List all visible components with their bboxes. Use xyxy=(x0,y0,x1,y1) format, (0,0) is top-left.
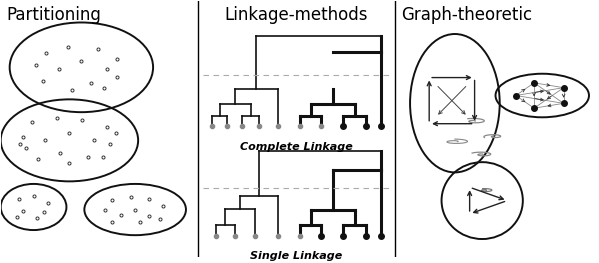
Text: Single Linkage: Single Linkage xyxy=(250,251,343,261)
Text: Graph-theoretic: Graph-theoretic xyxy=(401,6,533,24)
Text: Complete Linkage: Complete Linkage xyxy=(240,142,353,152)
Text: Linkage-methods: Linkage-methods xyxy=(225,6,368,24)
Text: Partitioning: Partitioning xyxy=(7,6,102,24)
